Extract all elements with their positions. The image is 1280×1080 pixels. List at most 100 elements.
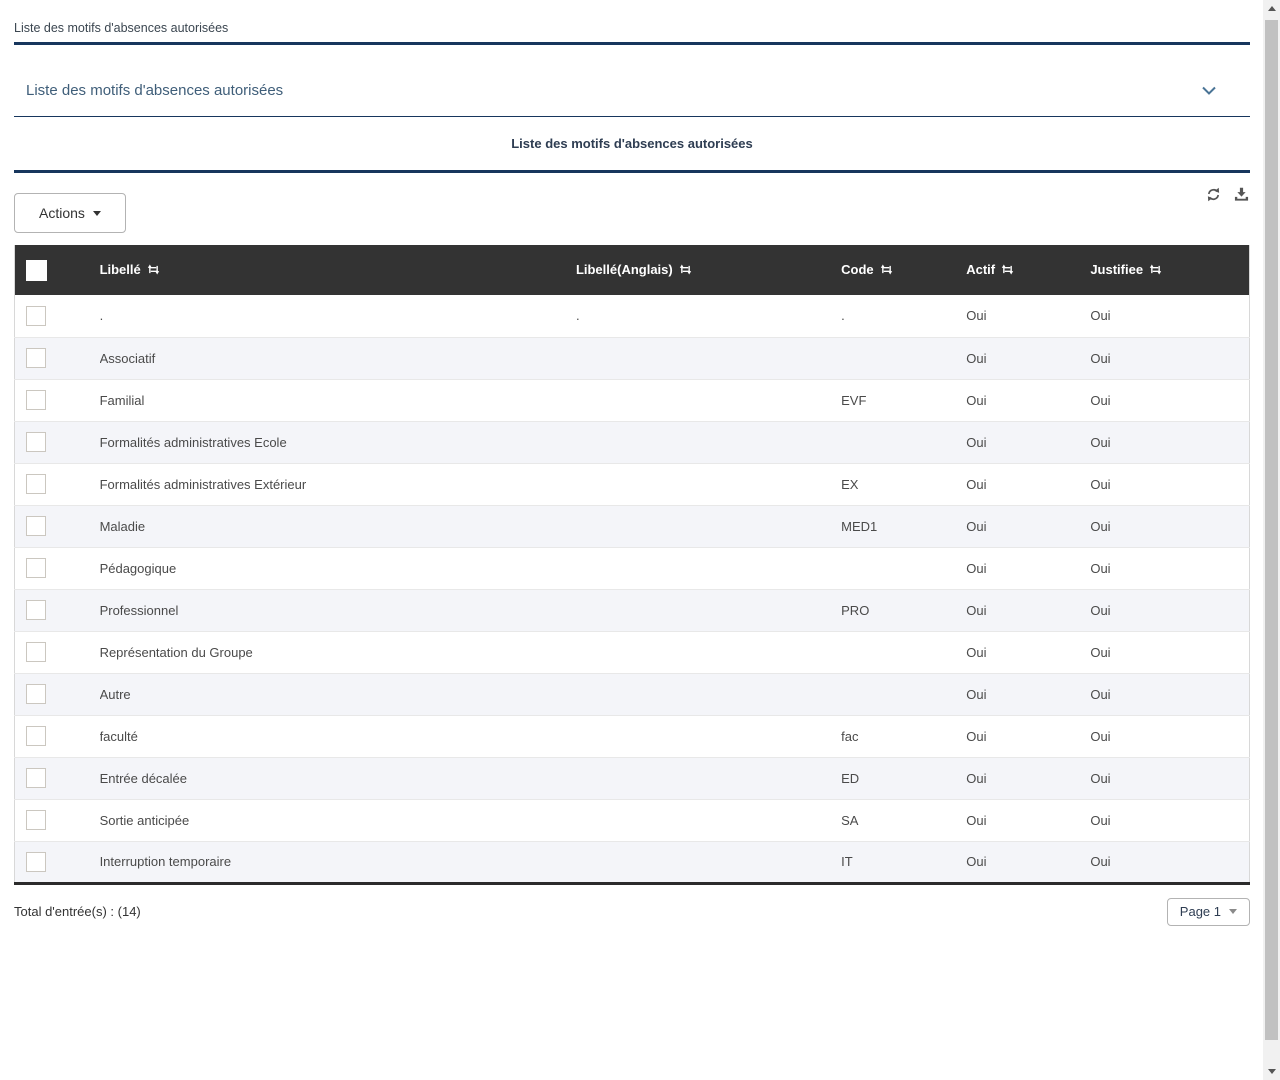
cell-code [841, 337, 966, 379]
cell-code: IT [841, 854, 853, 869]
section-title: Liste des motifs d'absences autorisées [511, 136, 753, 151]
table-row: Formalités administratives Ecole Oui Oui [14, 421, 1250, 463]
row-checkbox[interactable] [26, 305, 46, 326]
column-header-justifiee[interactable]: Justifiee [1090, 245, 1249, 295]
cell-actif: Oui [966, 476, 987, 492]
cell-justifiee: Oui [1090, 434, 1111, 450]
table-row: Formalités administratives Extérieur EX … [14, 463, 1250, 505]
select-all-cell [15, 245, 100, 295]
cell-libelle: Entrée décalée [99, 770, 188, 786]
sort-icon[interactable] [1001, 263, 1014, 278]
cell-justifiee: Oui [1090, 602, 1111, 618]
row-checkbox[interactable] [26, 726, 46, 746]
row-checkbox[interactable] [26, 851, 46, 872]
scroll-up-icon[interactable] [1263, 0, 1280, 17]
cell-libelle: Formalités administratives Extérieur [99, 476, 307, 492]
row-checkbox[interactable] [26, 684, 46, 704]
column-header-actif[interactable]: Actif [966, 245, 1090, 295]
refresh-icon[interactable] [1206, 187, 1221, 202]
cell-libelle-anglais: . [575, 308, 580, 324]
collapse-panel-title: Liste des motifs d'absences autorisées [26, 82, 284, 99]
scrollbar-thumb[interactable] [1265, 20, 1278, 1040]
scroll-down-icon[interactable] [1263, 1063, 1280, 1080]
cell-justifiee: Oui [1090, 812, 1111, 828]
cell-justifiee: Oui [1090, 770, 1111, 786]
page-title: Liste des motifs d'absences autorisées [14, 21, 1250, 45]
cell-libelle-anglais [576, 673, 841, 715]
row-checkbox[interactable] [26, 348, 46, 368]
row-checkbox[interactable] [26, 558, 46, 578]
row-checkbox[interactable] [26, 600, 46, 620]
column-header-libelle[interactable]: Libellé [100, 245, 576, 295]
table-row: Associatif Oui Oui [14, 337, 1250, 379]
row-checkbox[interactable] [26, 390, 46, 410]
column-header-code[interactable]: Code [841, 245, 966, 295]
row-checkbox[interactable] [26, 474, 46, 494]
main-content: Liste des motifs d'absences autorisées L… [14, 0, 1250, 926]
cell-code: fac [841, 728, 859, 744]
cell-actif: Oui [966, 854, 987, 869]
cell-libelle: Représentation du Groupe [99, 644, 253, 660]
cell-actif: Oui [966, 350, 987, 366]
cell-code [841, 421, 966, 463]
cell-justifiee: Oui [1090, 686, 1111, 702]
row-checkbox[interactable] [26, 432, 46, 452]
column-label: Justifiee [1090, 262, 1144, 277]
cell-libelle-anglais [576, 379, 841, 421]
cell-code: . [841, 308, 845, 324]
cell-actif: Oui [966, 770, 987, 786]
cell-justifiee: Oui [1090, 518, 1111, 534]
table-row: Autre Oui Oui [14, 673, 1250, 715]
collapse-panel-header[interactable]: Liste des motifs d'absences autorisées [14, 65, 1250, 117]
table-row: Familial EVF Oui Oui [14, 379, 1250, 421]
toolbar: Actions [14, 187, 1250, 233]
cell-justifiee: Oui [1090, 308, 1111, 324]
select-all-checkbox[interactable] [26, 259, 47, 281]
row-checkbox[interactable] [26, 810, 46, 830]
column-label: Libellé [99, 262, 141, 277]
cell-actif: Oui [966, 602, 987, 618]
cell-libelle-anglais [576, 547, 841, 589]
cell-libelle-anglais [576, 715, 841, 757]
cell-libelle: Autre [99, 686, 131, 702]
page-selector-button[interactable]: Page 1 [1166, 897, 1250, 926]
row-checkbox[interactable] [26, 642, 46, 662]
cell-justifiee: Oui [1090, 728, 1111, 744]
cell-libelle: Sortie anticipée [99, 812, 190, 828]
cell-code: SA [841, 812, 859, 828]
cell-libelle-anglais [576, 463, 841, 505]
sort-icon[interactable] [147, 263, 160, 278]
table-tools [1206, 187, 1249, 202]
actions-button[interactable]: Actions [14, 193, 126, 233]
cell-justifiee: Oui [1090, 854, 1111, 869]
actions-button-label: Actions [39, 205, 85, 221]
cell-code [841, 673, 966, 715]
cell-libelle: Familial [99, 392, 145, 408]
row-checkbox[interactable] [26, 516, 46, 536]
table-row: faculté fac Oui Oui [14, 715, 1250, 757]
row-checkbox[interactable] [26, 768, 46, 788]
page-selector-label: Page 1 [1179, 904, 1221, 919]
sort-icon[interactable] [679, 263, 692, 278]
cell-actif: Oui [966, 812, 987, 828]
sort-icon[interactable] [1149, 263, 1162, 278]
table-row: Représentation du Groupe Oui Oui [14, 631, 1250, 673]
table-header-row: Libellé Libellé(Anglais) Code Actif Just… [14, 245, 1250, 295]
cell-libelle-anglais [576, 757, 841, 799]
cell-libelle: Interruption temporaire [99, 854, 232, 869]
table-row: Interruption temporaire IT Oui Oui [14, 841, 1250, 883]
column-header-libelle-anglais[interactable]: Libellé(Anglais) [576, 245, 841, 295]
download-icon[interactable] [1234, 187, 1249, 202]
table-row: Maladie MED1 Oui Oui [14, 505, 1250, 547]
sort-icon[interactable] [880, 263, 893, 278]
section-title-bar: Liste des motifs d'absences autorisées [14, 117, 1250, 173]
cell-actif: Oui [966, 560, 987, 576]
cell-code: ED [841, 770, 860, 786]
cell-justifiee: Oui [1090, 350, 1111, 366]
cell-libelle-anglais [576, 421, 841, 463]
cell-justifiee: Oui [1090, 476, 1111, 492]
cell-code: PRO [841, 602, 870, 618]
column-label: Code [841, 262, 874, 277]
cell-code: EVF [841, 392, 867, 408]
chevron-down-icon[interactable] [1202, 86, 1216, 95]
